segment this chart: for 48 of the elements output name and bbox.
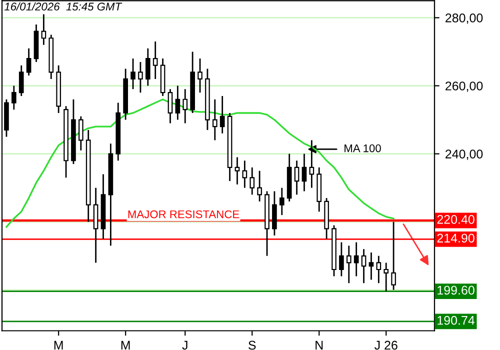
annotation: MA 100 <box>344 144 381 152</box>
candlestick <box>198 58 202 94</box>
ref-line-label: 199.60 <box>438 286 474 295</box>
candlestick <box>26 48 32 76</box>
candlestick <box>175 85 180 120</box>
x-tick-label: M <box>121 340 130 350</box>
candlestick <box>78 116 84 152</box>
x-tick-label: J <box>182 340 188 350</box>
x-tick-label: M <box>54 340 63 350</box>
candlestick <box>257 170 262 202</box>
candlestick <box>242 160 248 189</box>
candlestick <box>302 153 307 192</box>
candlestick <box>212 98 218 141</box>
candlestick <box>279 187 284 216</box>
candlestick <box>11 85 16 110</box>
candlestick <box>272 190 277 236</box>
candlestick <box>294 160 300 196</box>
candlestick <box>220 95 225 134</box>
candlestick <box>361 248 366 284</box>
candlestick <box>384 262 389 292</box>
candlestick <box>18 64 24 97</box>
candlestick <box>250 166 255 196</box>
candlestick <box>391 221 396 291</box>
candlestick <box>145 48 150 86</box>
x-tick-label: N <box>316 340 323 350</box>
candlestick <box>138 61 143 94</box>
y-tick-label: 280,00 <box>446 14 483 24</box>
candlestick <box>234 156 240 186</box>
candlestick <box>368 252 374 280</box>
y-tick-label: 240,00 <box>446 150 483 160</box>
x-tick-label: J 26 <box>374 340 398 350</box>
candlestick <box>376 255 382 284</box>
annotation: 16/01/2026 15:45 GMT <box>4 2 122 11</box>
candlestick <box>182 88 188 124</box>
candlestick <box>339 242 344 278</box>
candlestick <box>354 242 359 278</box>
candlestick <box>168 88 173 124</box>
candlestick <box>152 40 158 80</box>
candlestick <box>93 187 98 264</box>
x-tick-label: S <box>248 340 256 350</box>
ref-line-label: 190.74 <box>438 316 475 325</box>
candlestick <box>130 58 136 90</box>
ref-line-label: 220.40 <box>437 215 474 224</box>
candlestick <box>346 244 352 284</box>
annotation: MAJOR RESISTANCE <box>128 210 240 218</box>
y-tick-label: 260,00 <box>446 82 483 92</box>
ref-line-label: 214.90 <box>437 234 474 243</box>
candlestick <box>41 14 46 46</box>
